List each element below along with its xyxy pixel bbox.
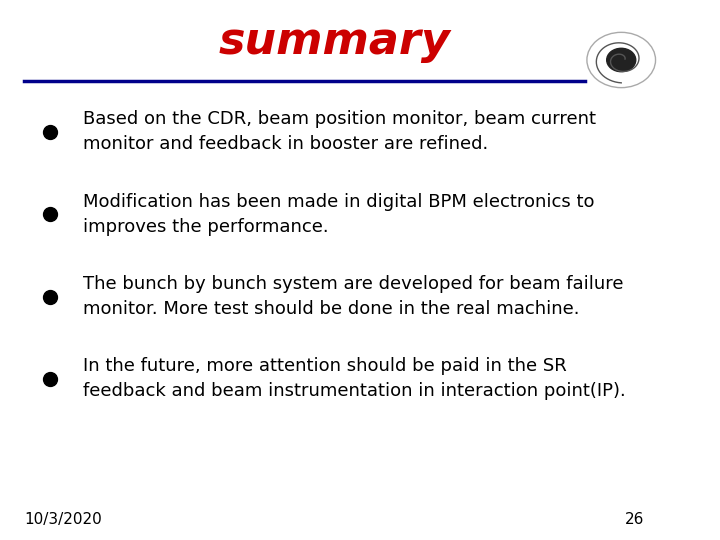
Circle shape [607, 48, 636, 72]
Text: summary: summary [218, 20, 450, 63]
Text: 10/3/2020: 10/3/2020 [24, 512, 102, 528]
Text: Based on the CDR, beam position monitor, beam current
monitor and feedback in bo: Based on the CDR, beam position monitor,… [84, 110, 596, 153]
Text: 26: 26 [625, 512, 644, 528]
Text: Modification has been made in digital BPM electronics to
improves the performanc: Modification has been made in digital BP… [84, 193, 595, 235]
Text: The bunch by bunch system are developed for beam failure
monitor. More test shou: The bunch by bunch system are developed … [84, 275, 624, 318]
Text: In the future, more attention should be paid in the SR
feedback and beam instrum: In the future, more attention should be … [84, 357, 626, 401]
